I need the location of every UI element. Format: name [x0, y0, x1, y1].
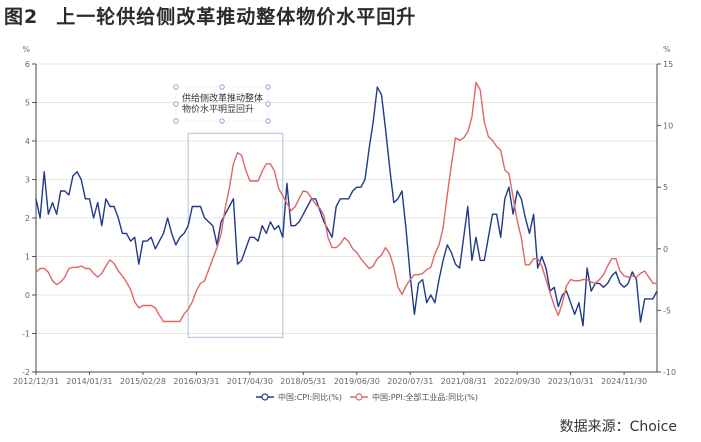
x-tick-label: 2016/03/31 — [173, 377, 219, 386]
left-tick-label: 2 — [25, 214, 30, 223]
data-source-note: 数据来源：Choice — [559, 419, 677, 435]
annotation-handle — [219, 84, 225, 90]
figure-number: 图2 — [4, 6, 39, 28]
chart-series — [35, 81, 658, 327]
x-tick-label: 2017/04/30 — [227, 377, 273, 386]
cpi-series-line — [35, 86, 658, 327]
x-tick-label: 2019/06/30 — [334, 377, 380, 386]
left-tick-label: 4 — [25, 137, 30, 146]
chart-gridlines — [36, 63, 657, 373]
x-tick-label: 2021/08/31 — [441, 377, 487, 386]
legend-label: 中国:PPI:全部工业品:同比(%) — [372, 392, 478, 402]
left-tick-label: -1 — [22, 330, 30, 339]
right-tick-label: -10 — [663, 368, 676, 377]
annotation-handle — [173, 84, 179, 90]
x-tick-label: 2022/09/30 — [494, 377, 540, 386]
figure-title-text: 上一轮供给侧改革推动整体物价水平回升 — [56, 6, 417, 28]
x-tick-label: 2020/07/31 — [387, 377, 433, 386]
x-tick-label: 2023/10/31 — [548, 377, 594, 386]
right-tick-label: 15 — [663, 60, 673, 69]
annotation-handle — [173, 118, 179, 124]
legend-label: 中国:CPI:同比(%) — [278, 392, 342, 402]
x-tick-label: 2024/11/30 — [601, 377, 647, 386]
chart-legend: 中国:CPI:同比(%) 中国:PPI:全部工业品:同比(%) — [256, 392, 478, 402]
annotation-text: 供给侧改革推动整体 — [182, 92, 263, 104]
chart-axes: %% — [22, 45, 671, 373]
annotation-handle — [219, 118, 225, 124]
right-tick-label: -5 — [663, 306, 671, 315]
x-tick-label: 2012/12/31 — [13, 377, 59, 386]
right-tick-label: 0 — [663, 245, 668, 254]
left-tick-label: 0 — [25, 291, 30, 300]
annotation-text: 物价水平明显回升 — [182, 103, 254, 115]
left-tick-label: 1 — [25, 253, 30, 262]
left-tick-label: -2 — [22, 368, 30, 377]
left-tick-label: 5 — [25, 99, 30, 108]
annotation-textbox-frame — [175, 86, 269, 122]
legend-swatch-marker — [261, 393, 269, 401]
annotation-handle — [265, 101, 271, 107]
left-tick-label: 6 — [25, 60, 30, 69]
annotation-handle — [265, 118, 271, 124]
annotation-handle — [173, 101, 179, 107]
left-axis-unit: % — [22, 45, 30, 54]
x-tick-label: 2015/02/28 — [120, 377, 166, 386]
annotation-handle — [265, 84, 271, 90]
figure-title: 图2 上一轮供给侧改革推动整体物价水平回升 — [4, 2, 416, 29]
x-tick-label: 2018/05/31 — [280, 377, 326, 386]
x-tick-label: 2014/01/31 — [66, 377, 112, 386]
right-axis-unit: % — [663, 45, 671, 54]
right-tick-label: 5 — [663, 183, 668, 192]
ppi-series-line — [35, 81, 657, 323]
legend-swatch-marker — [355, 393, 363, 401]
left-tick-label: 3 — [25, 176, 30, 185]
right-tick-label: 10 — [663, 122, 673, 131]
